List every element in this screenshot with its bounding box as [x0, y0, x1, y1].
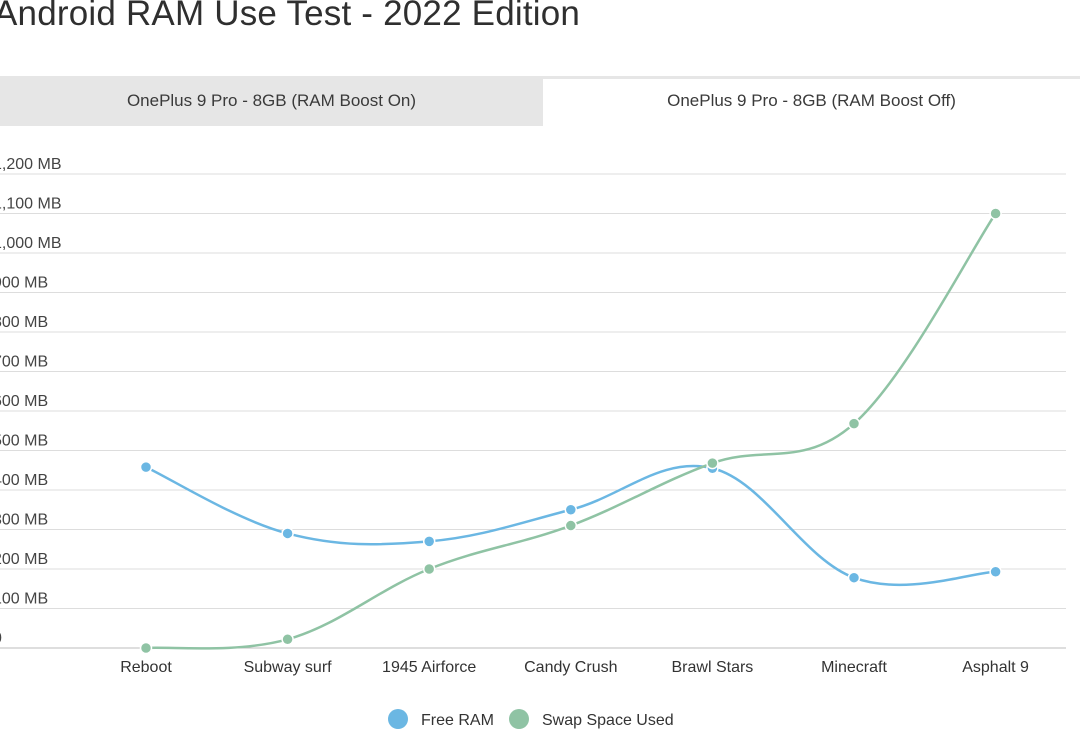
tab-ram-boost-off[interactable]: OnePlus 9 Pro - 8GB (RAM Boost Off) — [543, 79, 1080, 126]
tab-ram-boost-on[interactable]: OnePlus 9 Pro - 8GB (RAM Boost On) — [0, 79, 543, 126]
data-point-swap-space-used[interactable] — [281, 633, 294, 646]
data-point-swap-space-used[interactable] — [139, 641, 153, 655]
legend: Free RAM Swap Space Used — [388, 709, 674, 729]
x-tick-label: Subway surf — [244, 659, 333, 676]
page-title: Android RAM Use Test - 2022 Edition — [0, 0, 581, 33]
y-axis-ticks: 0 100 MB 200 MB 300 MB 400 MB 500 MB 600 MB 700… — [0, 156, 61, 647]
data-point-swap-space-used[interactable] — [847, 417, 861, 430]
data-point-free-ram[interactable] — [422, 535, 436, 548]
data-point-swap-space-used[interactable] — [422, 562, 436, 576]
x-tick-label: Minecraft — [821, 659, 887, 676]
y-tick-label: 1,200 MB — [0, 156, 61, 173]
data-point-free-ram[interactable] — [281, 527, 294, 540]
data-point-free-ram[interactable] — [564, 503, 578, 516]
x-tick-label: Candy Crush — [524, 659, 617, 676]
data-point-swap-space-used[interactable] — [989, 207, 1002, 220]
tab-bar: OnePlus 9 Pro - 8GB (RAM Boost On) OnePl… — [0, 76, 1080, 129]
data-point-free-ram[interactable] — [989, 565, 1002, 579]
y-tick-label: 100 MB — [0, 591, 48, 608]
series-line-swap-space-used — [145, 212, 997, 650]
gridlines — [0, 173, 1066, 649]
y-tick-label: 300 MB — [0, 512, 48, 529]
legend-label-free-ram[interactable]: Free RAM — [421, 712, 494, 729]
y-tick-label: 900 MB — [0, 275, 48, 292]
y-tick-label: 1,100 MB — [0, 196, 61, 213]
y-tick-label: 800 MB — [0, 314, 48, 331]
data-point-swap-space-used[interactable] — [564, 519, 578, 532]
data-point-free-ram[interactable] — [139, 460, 153, 474]
x-tick-label: Asphalt 9 — [962, 659, 1029, 676]
series-lines — [145, 212, 997, 650]
y-tick-label: 400 MB — [0, 472, 48, 489]
data-point-swap-space-used[interactable] — [706, 456, 719, 470]
data-point-free-ram[interactable] — [847, 571, 861, 584]
legend-marker-swap-space-used[interactable] — [509, 709, 529, 729]
legend-marker-free-ram[interactable] — [388, 709, 408, 729]
y-tick-label: 0 — [0, 630, 2, 647]
series-points — [139, 207, 1002, 655]
x-tick-label: 1945 Airforce — [382, 659, 476, 676]
y-tick-label: 1,000 MB — [0, 235, 61, 252]
legend-label-swap-space-used[interactable]: Swap Space Used — [542, 712, 674, 729]
y-tick-label: 700 MB — [0, 354, 48, 371]
y-tick-label: 600 MB — [0, 393, 48, 410]
x-tick-label: Reboot — [120, 659, 172, 676]
x-tick-label: Brawl Stars — [672, 659, 754, 676]
y-tick-label: 500 MB — [0, 433, 48, 450]
y-tick-label: 200 MB — [0, 551, 48, 568]
x-axis-ticks: Reboot Subway surf 1945 Airforce Candy Crus… — [120, 659, 1029, 676]
